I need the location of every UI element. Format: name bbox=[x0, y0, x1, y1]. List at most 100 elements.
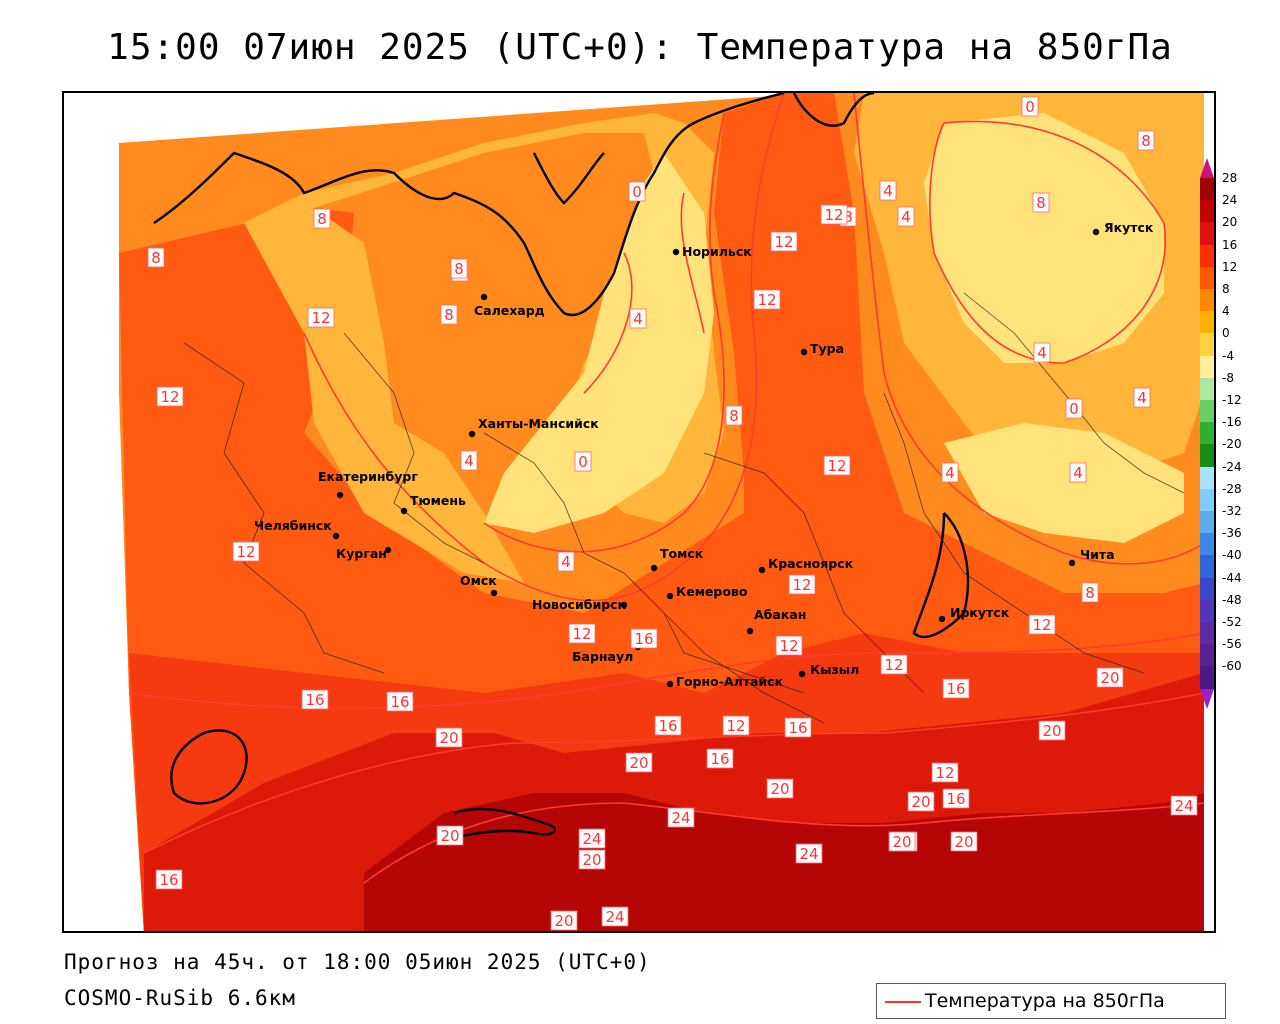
isotherm-label: 12 bbox=[792, 576, 811, 594]
isotherm-label-box bbox=[436, 825, 464, 846]
isotherm-label: 20 bbox=[440, 827, 459, 845]
temperature-map: Норильск Якутск Салехард Тура Ханты-Мансийск… bbox=[119, 93, 1205, 931]
isotherm-label-box bbox=[1028, 614, 1056, 635]
isotherm-label: 4 bbox=[1073, 464, 1083, 482]
isotherm-label-box bbox=[440, 304, 458, 325]
city-label: Тура bbox=[810, 341, 844, 356]
isotherm-labels: 0088881284412124881284040844121212448121… bbox=[147, 96, 1198, 931]
colorbar-tick-label: -28 bbox=[1222, 481, 1242, 496]
isotherm-label: 0 bbox=[1025, 98, 1035, 116]
isotherm-label: 20 bbox=[439, 729, 458, 747]
colorbar-tick-label: 28 bbox=[1222, 171, 1238, 185]
isotherm-label: 0 bbox=[1069, 400, 1079, 418]
isotherm-label: 0 bbox=[632, 183, 642, 201]
isotherm-label: 8 bbox=[843, 208, 853, 226]
isotherm-label-box bbox=[706, 748, 734, 769]
legend-label: Температура на 850гПа bbox=[925, 990, 1165, 1012]
city-dot bbox=[490, 589, 498, 597]
colorbar-segment bbox=[1200, 266, 1214, 290]
city-label: Томск bbox=[660, 546, 704, 561]
isotherm-label-box bbox=[313, 208, 331, 229]
isotherm-label: 20 bbox=[629, 754, 648, 772]
isotherm-label: 12 bbox=[160, 388, 179, 406]
colorbar-segment bbox=[1200, 466, 1214, 490]
city-label: Салехард bbox=[474, 303, 545, 318]
isotherm-label: 12 bbox=[779, 637, 798, 655]
isotherm-label-box bbox=[435, 727, 463, 748]
isotherm-label-box bbox=[625, 752, 653, 773]
field-t24-28 bbox=[364, 793, 1204, 931]
colorbar-segment bbox=[1200, 244, 1214, 268]
isotherm-label-box bbox=[950, 831, 978, 852]
colorbar-segment bbox=[1200, 422, 1214, 445]
isotherm-label: 12 bbox=[824, 206, 843, 224]
colorbar-tick-label: 20 bbox=[1222, 215, 1238, 230]
isotherm-label-box bbox=[775, 635, 803, 656]
isotherm-label-box bbox=[879, 180, 897, 201]
isotherm-label: 20 bbox=[1100, 669, 1119, 687]
colorbar-segment bbox=[1200, 200, 1214, 223]
city-dot bbox=[468, 430, 476, 438]
isotherm-label-box bbox=[578, 849, 606, 870]
isotherm-label: 16 bbox=[658, 717, 677, 735]
field-t0-4-southeast bbox=[944, 423, 1184, 543]
colorbar-tick-label: -32 bbox=[1222, 504, 1242, 518]
page-title: 15:00 07июн 2025 (UTC+0): Температура на… bbox=[107, 27, 1173, 68]
isotherm-label: 24 bbox=[582, 830, 601, 848]
isotherm-label-box bbox=[654, 715, 682, 736]
colorbar-tick-label: -44 bbox=[1222, 570, 1242, 585]
isotherm-label-box bbox=[1170, 795, 1198, 816]
isotherm-label: 24 bbox=[605, 908, 624, 926]
isotherm-label: 4 bbox=[1137, 389, 1147, 407]
colorbar-segment bbox=[1200, 289, 1214, 312]
isotherm-label-box bbox=[1133, 387, 1151, 408]
isotherm-label: 24 bbox=[671, 809, 690, 827]
isotherm-label: 8 bbox=[317, 210, 327, 228]
isotherm-label-box bbox=[795, 843, 823, 864]
isotherm-label-box bbox=[155, 869, 183, 890]
colorbar-tick-label: -20 bbox=[1222, 437, 1242, 452]
colorbar-segment bbox=[1200, 400, 1214, 423]
city-dot bbox=[384, 546, 392, 554]
isotherm-label: 4 bbox=[1037, 344, 1047, 362]
isotherm-label: 16 bbox=[305, 691, 324, 709]
city-dot bbox=[666, 592, 674, 600]
isotherm-label-box bbox=[568, 623, 596, 644]
city-label: Иркутск bbox=[950, 605, 1010, 620]
isotherm-label-box bbox=[942, 788, 970, 809]
colorbar-segment bbox=[1200, 488, 1214, 512]
city-dot bbox=[800, 348, 808, 356]
colorbar-segment bbox=[1200, 666, 1214, 690]
isotherm-label-box bbox=[820, 204, 848, 225]
colorbar-segment bbox=[1200, 311, 1214, 334]
isotherm-label: 12 bbox=[827, 457, 846, 475]
colorbar-segment bbox=[1200, 511, 1214, 534]
isotherm-label: 8 bbox=[151, 249, 161, 267]
colorbar-segment bbox=[1200, 577, 1214, 601]
city-dot bbox=[650, 564, 658, 572]
isotherm-label: 4 bbox=[464, 452, 474, 470]
isotherm-label-box bbox=[1033, 342, 1051, 363]
city-dot bbox=[1092, 228, 1100, 236]
colorbar-segment bbox=[1200, 355, 1214, 379]
isotherm-label-box bbox=[823, 455, 851, 476]
isotherm-label-box bbox=[753, 289, 781, 310]
field-t0-4-east bbox=[924, 113, 1164, 363]
city-label: Курган bbox=[336, 546, 387, 561]
isotherm-label: 12 bbox=[774, 233, 793, 251]
city-dot bbox=[336, 491, 344, 499]
isotherm-label: 4 bbox=[561, 553, 571, 571]
colorbar-tick-label: -4 bbox=[1222, 348, 1234, 363]
field-t0-4-central bbox=[484, 153, 714, 533]
coastline bbox=[153, 93, 970, 840]
isotherm-label-box bbox=[784, 717, 812, 738]
isotherm-label-box bbox=[897, 206, 915, 227]
isotherm-label-box bbox=[1021, 96, 1039, 117]
isotherm-label: 12 bbox=[311, 309, 330, 327]
isotherm-label: 4 bbox=[883, 182, 893, 200]
colorbar-tick-label: -8 bbox=[1222, 370, 1234, 385]
isotherm-label-box bbox=[578, 828, 606, 849]
city-label: Норильск bbox=[682, 244, 752, 259]
temperature-colorbar: 28 24 20 16 12 8 4 0 -4 -8 -12 -16 -20 -24 -28 -32 -36 -4… bbox=[1198, 158, 1278, 709]
colorbar-tick-label: -56 bbox=[1222, 637, 1242, 652]
